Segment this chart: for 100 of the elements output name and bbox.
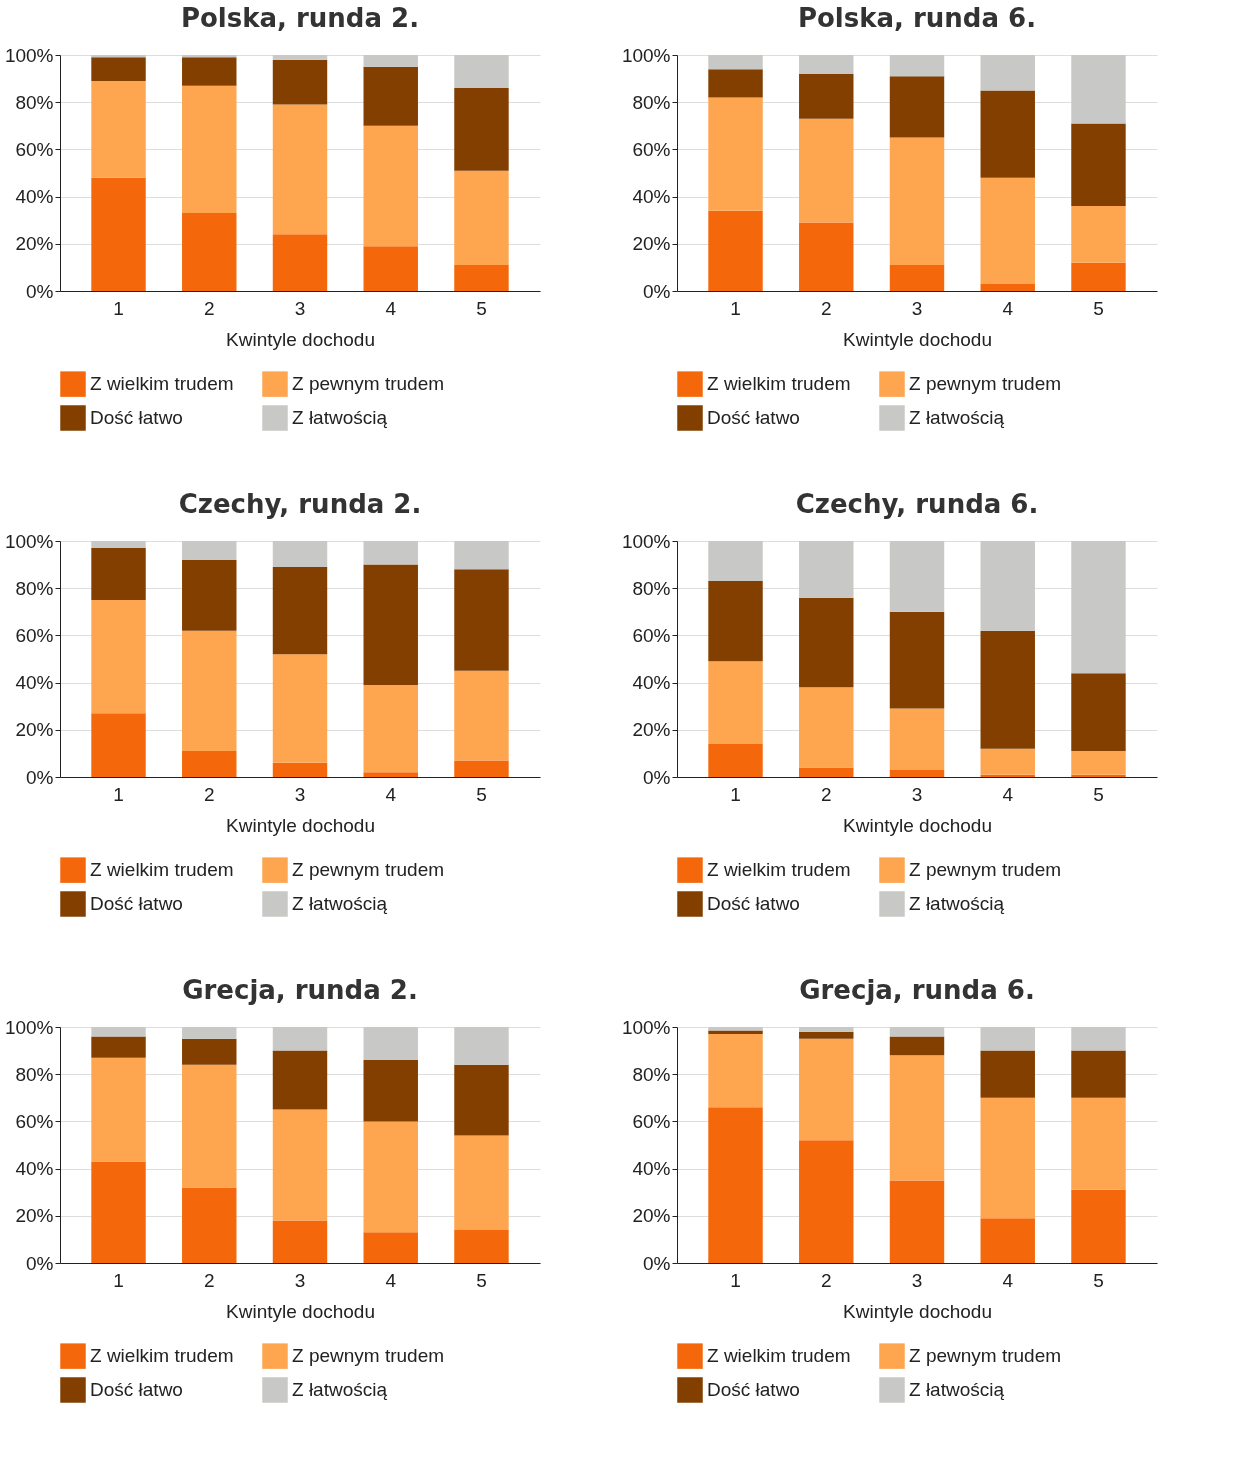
x-tick-label: 3 [911, 1269, 923, 1291]
legend-label: Z łatwością [292, 893, 388, 914]
bar [91, 541, 146, 549]
bar [363, 55, 418, 67]
legend-label: Z wielkim trudem [707, 1345, 851, 1367]
legend-label: Dość łatwo [707, 407, 800, 428]
bar [182, 57, 237, 86]
legend-label: Z pewnym trudem [909, 1345, 1062, 1367]
bar [363, 1027, 418, 1061]
x-tick-label: 3 [294, 783, 306, 805]
bar [889, 76, 945, 138]
x-axis-title: Kwintyle dochodu [843, 328, 992, 350]
bar [182, 85, 237, 214]
bar [272, 1109, 328, 1221]
bar [454, 1064, 509, 1136]
legend-label: Z wielkim trudem [707, 373, 851, 395]
legend-label: Z pewnym trudem [292, 859, 445, 881]
bar [91, 1161, 146, 1263]
bar [272, 654, 328, 763]
bar [889, 708, 945, 770]
bar [182, 559, 237, 631]
y-tick-label: 40% [632, 186, 671, 208]
y-tick-label: 0% [643, 1252, 671, 1274]
legend-label: Z wielkim trudem [90, 1345, 234, 1367]
bar [708, 55, 763, 70]
chart-title: Polska, runda 2. [180, 3, 420, 33]
bar [980, 541, 1035, 631]
legend-label: Z pewnym trudem [292, 1345, 445, 1367]
y-tick-label: 60% [15, 1110, 54, 1132]
bar [708, 581, 763, 662]
y-tick-label: 80% [15, 1063, 54, 1085]
legend-label: Z wielkim trudem [90, 859, 234, 881]
legend-label: Z łatwością [909, 893, 1005, 914]
x-tick-label: 5 [476, 297, 487, 319]
y-tick-label: 20% [632, 719, 671, 741]
bar [889, 611, 945, 709]
bar [889, 265, 945, 291]
bar [708, 743, 763, 777]
bar [363, 772, 418, 777]
chart-title: Polska, runda 6. [797, 3, 1037, 33]
legend-label: Z łatwością [292, 407, 388, 428]
x-axis-title: Kwintyle dochodu [226, 1300, 375, 1322]
y-tick-label: 20% [632, 1205, 671, 1227]
y-tick-label: 20% [632, 233, 671, 255]
bar [454, 265, 509, 291]
bar [889, 1036, 945, 1056]
bar [454, 1027, 509, 1065]
bar [799, 687, 854, 768]
bar [708, 661, 763, 744]
y-tick-label: 40% [15, 1158, 54, 1180]
y-tick-label: 20% [15, 233, 54, 255]
x-tick-label: 3 [294, 297, 306, 319]
bar [272, 1050, 328, 1110]
x-tick-label: 3 [294, 1269, 306, 1291]
x-tick-label: 3 [911, 783, 923, 805]
bar [182, 1187, 237, 1263]
bar [708, 69, 763, 98]
x-tick-label: 2 [820, 1269, 832, 1291]
chart-title: Czechy, runda 6. [795, 489, 1039, 519]
x-tick-label: 2 [820, 783, 832, 805]
x-tick-label: 2 [203, 783, 215, 805]
x-tick-label: 3 [911, 297, 923, 319]
legend-label: Z łatwością [909, 1379, 1005, 1400]
y-tick-label: 100% [621, 1016, 671, 1038]
bar [980, 55, 1035, 91]
bar [182, 1038, 237, 1065]
bar [980, 283, 1035, 291]
bar [272, 234, 328, 291]
x-axis-title: Kwintyle dochodu [226, 328, 375, 350]
bar [889, 1027, 945, 1037]
y-tick-label: 40% [15, 186, 54, 208]
bar [980, 748, 1035, 775]
bar [182, 1027, 237, 1039]
bar [980, 1097, 1035, 1219]
x-tick-label: 2 [203, 297, 215, 319]
bar [454, 760, 509, 777]
bar [1071, 123, 1126, 207]
y-tick-label: 40% [15, 672, 54, 694]
y-tick-label: 0% [26, 1252, 54, 1274]
bar [799, 222, 854, 291]
x-tick-label: 5 [476, 783, 487, 805]
y-tick-label: 60% [632, 624, 671, 646]
bar [799, 118, 854, 223]
bar [889, 541, 945, 612]
legend-label: Z łatwością [292, 1379, 388, 1400]
y-tick-label: 40% [632, 672, 671, 694]
bar [91, 713, 146, 777]
y-tick-label: 0% [26, 766, 54, 788]
legend-label: Dość łatwo [90, 407, 183, 428]
bar [799, 1031, 854, 1039]
bar [889, 769, 945, 777]
bar [1071, 1189, 1126, 1263]
bar [799, 1140, 854, 1263]
bar [182, 541, 237, 560]
bar [799, 55, 854, 74]
y-tick-label: 100% [621, 44, 671, 66]
bar [1071, 1050, 1126, 1098]
y-tick-label: 0% [26, 280, 54, 302]
bar [182, 213, 237, 291]
bar [980, 1050, 1035, 1098]
